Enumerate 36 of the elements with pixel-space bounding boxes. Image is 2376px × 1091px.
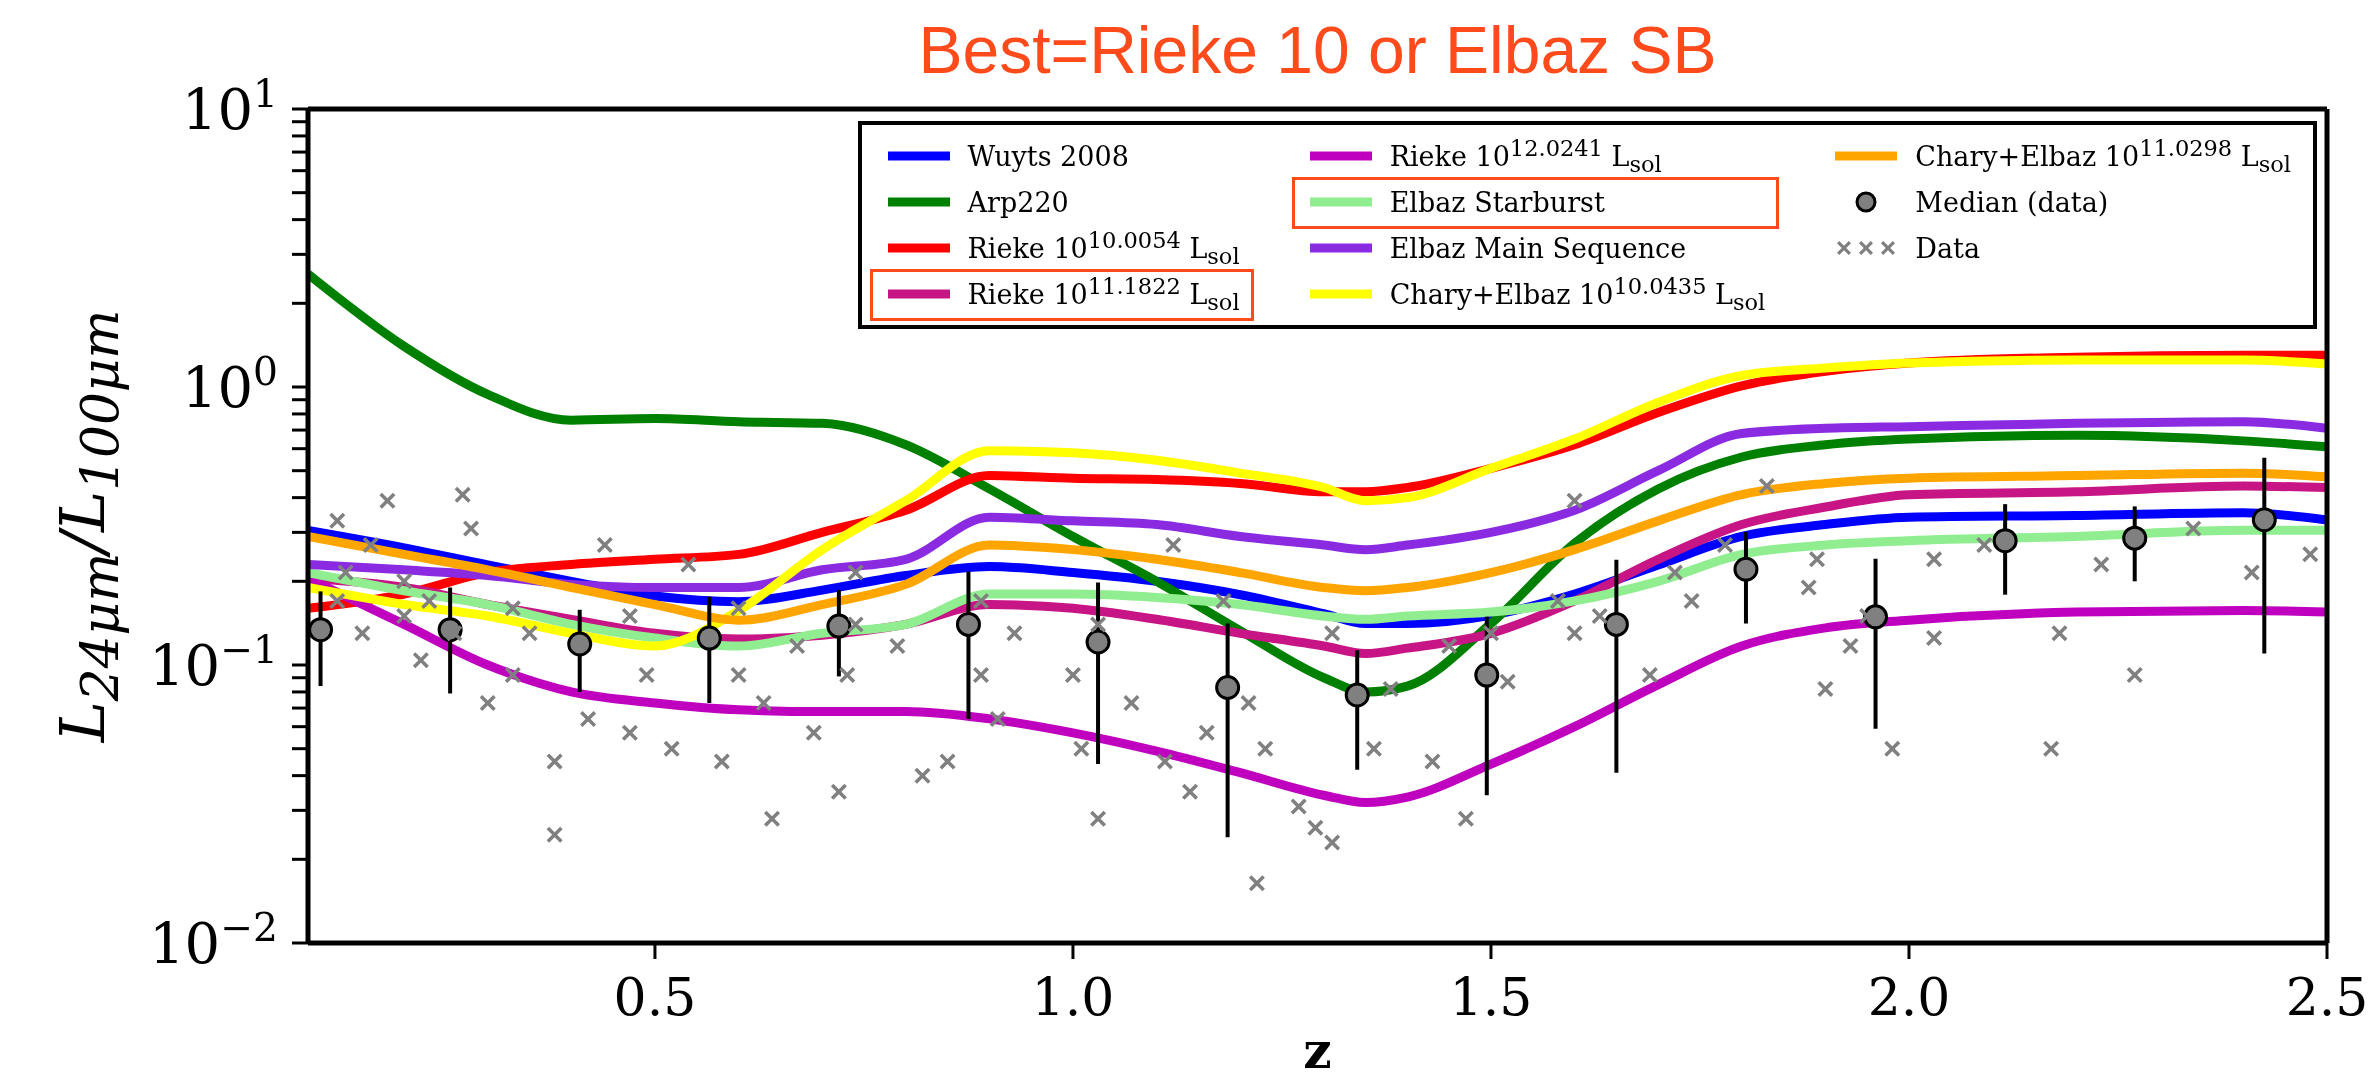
y-tick-label: 10$^{−1}$	[148, 626, 278, 698]
chart-title: Best=Rieke 10 or Elbaz SB	[917, 12, 1718, 88]
legend-label: Elbaz Main Sequence	[1389, 232, 1687, 264]
point	[1085, 629, 1111, 655]
x-tick-label: 1.0	[1031, 967, 1115, 1027]
legend-label: Chary+Elbaz 10$^{10.0435}$ L$_{sol}$	[1389, 272, 1766, 316]
point	[1733, 556, 1759, 582]
point	[1992, 528, 2018, 554]
legend-label: Wuyts 2008	[967, 140, 1129, 172]
x-tick-label: 2.0	[1867, 967, 1951, 1027]
point	[308, 617, 334, 643]
y-tick-label: 10$^{1}$	[181, 70, 278, 142]
point	[955, 611, 981, 637]
y-tick-label: 10$^{0}$	[181, 348, 278, 420]
legend-label: Elbaz Starburst	[1389, 186, 1605, 218]
point	[826, 613, 852, 639]
x-tick-label: 1.5	[1449, 967, 1533, 1027]
point	[2122, 525, 2148, 551]
point	[1215, 675, 1241, 700]
point	[696, 625, 722, 651]
point	[1474, 662, 1500, 688]
x-tick-label: 0.5	[613, 967, 697, 1027]
legend-label: Rieke 10$^{10.0054}$ L$_{sol}$	[967, 226, 1240, 270]
legend-label: Rieke 10$^{11.1822}$ L$_{sol}$	[967, 272, 1240, 316]
legend-label: Rieke 10$^{12.0241}$ L$_{sol}$	[1389, 134, 1662, 178]
point	[1344, 682, 1370, 708]
x-axis-title: z	[1303, 1021, 1332, 1080]
y-tick-label: 10$^{−2}$	[148, 904, 278, 976]
legend-label: Arp220	[967, 186, 1069, 218]
legend-label: Data	[1915, 232, 1981, 264]
legend-label: Chary+Elbaz 10$^{11.0298}$ L$_{sol}$	[1915, 134, 2291, 178]
point	[2251, 507, 2277, 533]
point	[1603, 611, 1629, 637]
point	[567, 631, 593, 657]
legend-label: Median (data)	[1915, 186, 2109, 218]
x-tick-label: 2.5	[2285, 967, 2369, 1027]
